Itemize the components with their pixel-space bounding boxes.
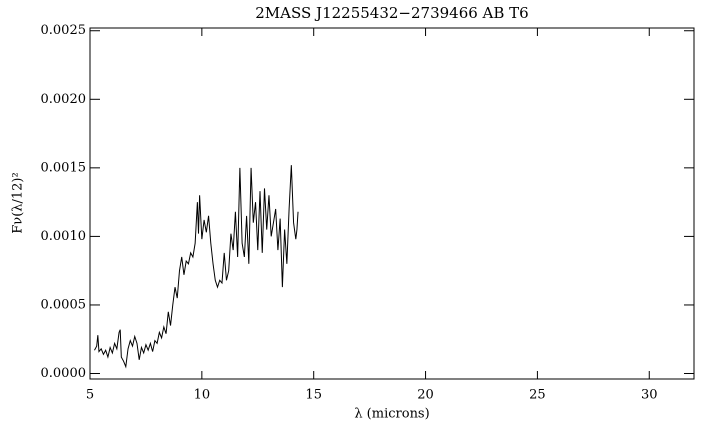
x-tick-label: 15 bbox=[305, 388, 322, 403]
x-tick-label: 30 bbox=[641, 388, 658, 403]
x-axis-label: λ (microns) bbox=[354, 407, 429, 422]
y-tick-label: 0.0010 bbox=[41, 229, 87, 244]
y-axis-label: Fν(λ/12)² bbox=[11, 172, 26, 233]
y-tick-label: 0.0020 bbox=[41, 92, 87, 107]
x-tick-label: 25 bbox=[529, 388, 546, 403]
chart-title: 2MASS J12255432−2739466 AB T6 bbox=[255, 4, 528, 22]
x-tick-label: 20 bbox=[417, 388, 434, 403]
y-tick-label: 0.0000 bbox=[41, 366, 87, 381]
y-tick-label: 0.0015 bbox=[41, 160, 87, 175]
spectrum-line bbox=[94, 165, 299, 369]
y-tick-label: 0.0025 bbox=[41, 23, 87, 38]
plot-frame bbox=[89, 27, 695, 380]
x-tick-label: 5 bbox=[86, 388, 94, 403]
y-tick-label: 0.0005 bbox=[41, 297, 87, 312]
x-tick-label: 10 bbox=[194, 388, 211, 403]
